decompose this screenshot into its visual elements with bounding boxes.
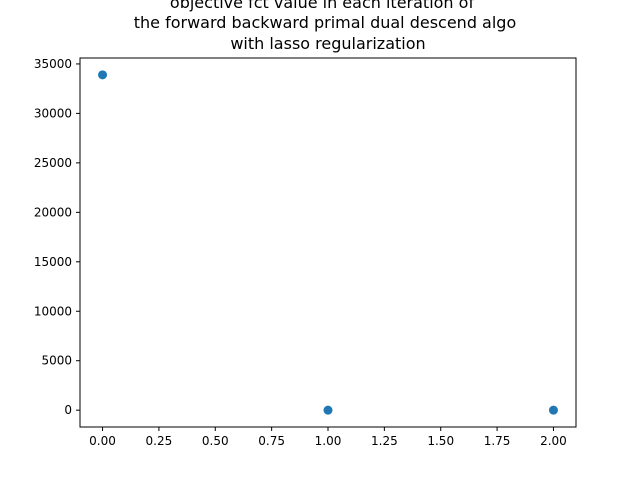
x-axis: 0.00 0.25 0.50 0.75 1.00 1.25 1.50 1.75 2.00 [89, 427, 567, 448]
x-tick-label: 0.00 [89, 434, 116, 448]
y-tick-label: 35000 [34, 57, 72, 71]
x-tick-label: 0.50 [202, 434, 229, 448]
plot-area-frame [79, 57, 577, 428]
y-axis: 0 5000 10000 15000 20000 25000 30000 35000 [34, 57, 80, 417]
y-tick-label: 20000 [34, 205, 72, 219]
chart-title-line-3: with lasso regularization [230, 34, 425, 53]
y-tick-label: 5000 [41, 354, 72, 368]
x-tick-label: 0.25 [146, 434, 173, 448]
data-points [98, 70, 558, 415]
x-tick-label: 2.00 [540, 434, 567, 448]
chart-title: objective fct value in each iteration of… [134, 0, 517, 53]
x-tick-label: 1.75 [484, 434, 511, 448]
y-tick-label: 30000 [34, 106, 72, 120]
y-tick-label: 10000 [34, 304, 72, 318]
data-point [323, 405, 333, 415]
chart-title-line-1: objective fct value in each iteration of [170, 0, 475, 12]
x-tick-label: 0.75 [258, 434, 285, 448]
x-tick-label: 1.50 [427, 434, 454, 448]
x-tick-label: 1.00 [315, 434, 342, 448]
y-tick-label: 25000 [34, 156, 72, 170]
chart-title-line-2: the forward backward primal dual descend… [134, 13, 517, 32]
y-tick-label: 15000 [34, 255, 72, 269]
data-point [548, 405, 558, 415]
data-point [98, 70, 108, 80]
y-tick-label: 0 [64, 403, 72, 417]
x-tick-label: 1.25 [371, 434, 398, 448]
